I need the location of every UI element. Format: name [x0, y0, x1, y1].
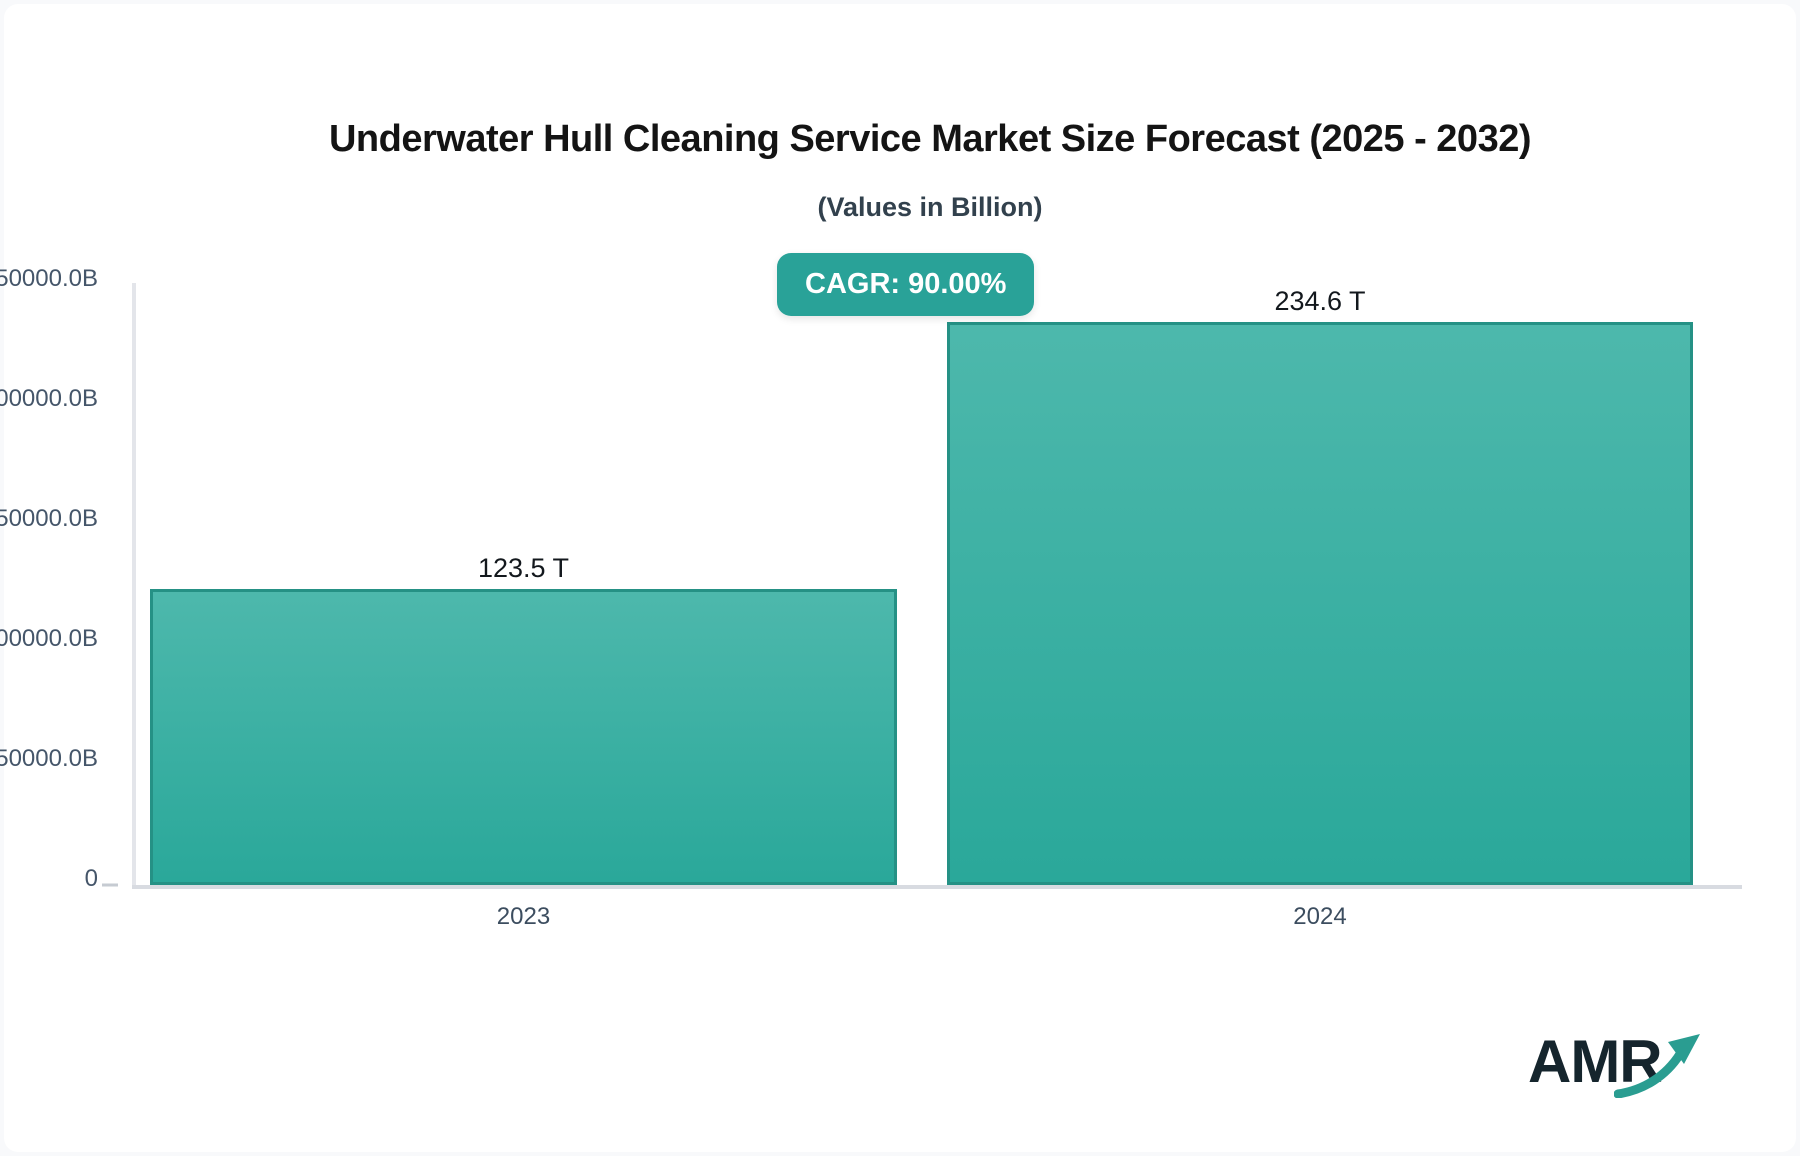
amr-logo: AMR [1528, 1030, 1728, 1110]
x-tick-label-2024: 2024 [1293, 903, 1347, 930]
cagr-badge: CAGR: 90.00% [777, 253, 1035, 316]
bar-value-label: 123.5 T [477, 552, 570, 583]
y-axis-line [132, 283, 136, 889]
amr-logo-arrow-icon [1614, 1034, 1700, 1098]
y-tick-label: 100000.0B [0, 625, 98, 652]
amr-logo-text: AMR [1528, 1028, 1663, 1095]
bar-2023[interactable] [150, 588, 897, 885]
y-tick-mark [102, 883, 118, 887]
y-tick-label: 150000.0B [0, 505, 98, 532]
y-tick-label: 200000.0B [0, 385, 98, 412]
y-tick-label: 50000.0B [0, 745, 98, 772]
x-axis-line [132, 885, 1742, 889]
x-tick-label-2023: 2023 [496, 903, 551, 930]
y-tick-label: 0 [84, 865, 98, 892]
y-tick-label: 250000.0B [0, 265, 98, 292]
bar-2024[interactable] [947, 321, 1693, 885]
chart-subtitle: (Values in Billion) [817, 192, 1043, 222]
bar-value-label: 234.6 T [1274, 285, 1366, 316]
chart-title: Underwater Hull Cleaning Service Market … [328, 118, 1532, 160]
